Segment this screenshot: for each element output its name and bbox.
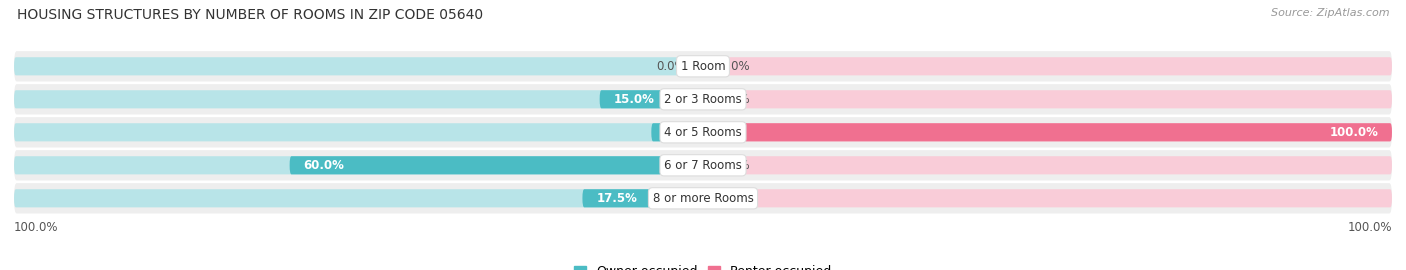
FancyBboxPatch shape: [703, 57, 1392, 75]
FancyBboxPatch shape: [582, 189, 703, 207]
FancyBboxPatch shape: [14, 183, 1392, 214]
FancyBboxPatch shape: [703, 189, 1392, 207]
FancyBboxPatch shape: [651, 123, 703, 141]
FancyBboxPatch shape: [599, 90, 703, 108]
FancyBboxPatch shape: [703, 156, 1392, 174]
Text: 100.0%: 100.0%: [14, 221, 59, 234]
Text: 0.0%: 0.0%: [720, 60, 749, 73]
FancyBboxPatch shape: [290, 156, 703, 174]
Text: 7.5%: 7.5%: [665, 126, 697, 139]
Text: Source: ZipAtlas.com: Source: ZipAtlas.com: [1271, 8, 1389, 18]
Text: 15.0%: 15.0%: [613, 93, 654, 106]
Text: 0.0%: 0.0%: [720, 192, 749, 205]
FancyBboxPatch shape: [14, 84, 1392, 114]
Legend: Owner-occupied, Renter-occupied: Owner-occupied, Renter-occupied: [568, 260, 838, 270]
FancyBboxPatch shape: [703, 90, 1392, 108]
FancyBboxPatch shape: [703, 123, 1392, 141]
FancyBboxPatch shape: [14, 51, 1392, 82]
Text: 100.0%: 100.0%: [1347, 221, 1392, 234]
Text: 8 or more Rooms: 8 or more Rooms: [652, 192, 754, 205]
FancyBboxPatch shape: [14, 123, 703, 141]
Text: 0.0%: 0.0%: [720, 93, 749, 106]
Text: 2 or 3 Rooms: 2 or 3 Rooms: [664, 93, 742, 106]
FancyBboxPatch shape: [14, 189, 703, 207]
Text: 17.5%: 17.5%: [596, 192, 637, 205]
Text: 100.0%: 100.0%: [1329, 126, 1378, 139]
FancyBboxPatch shape: [14, 90, 703, 108]
Text: 6 or 7 Rooms: 6 or 7 Rooms: [664, 159, 742, 172]
Text: HOUSING STRUCTURES BY NUMBER OF ROOMS IN ZIP CODE 05640: HOUSING STRUCTURES BY NUMBER OF ROOMS IN…: [17, 8, 484, 22]
FancyBboxPatch shape: [14, 117, 1392, 147]
Text: 0.0%: 0.0%: [657, 60, 686, 73]
Text: 0.0%: 0.0%: [720, 159, 749, 172]
FancyBboxPatch shape: [703, 123, 1392, 141]
Text: 4 or 5 Rooms: 4 or 5 Rooms: [664, 126, 742, 139]
FancyBboxPatch shape: [14, 57, 703, 75]
Text: 60.0%: 60.0%: [304, 159, 344, 172]
Text: 1 Room: 1 Room: [681, 60, 725, 73]
FancyBboxPatch shape: [14, 150, 1392, 180]
FancyBboxPatch shape: [14, 156, 703, 174]
